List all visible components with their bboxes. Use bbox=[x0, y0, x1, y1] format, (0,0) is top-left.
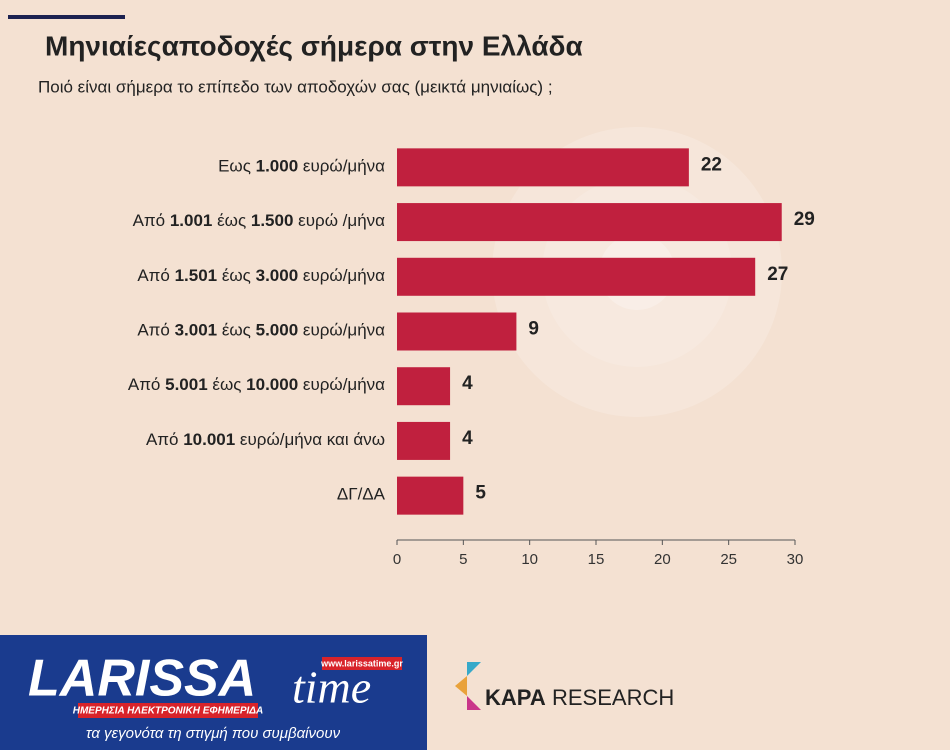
value-label: 9 bbox=[528, 319, 539, 340]
source-icon bbox=[455, 676, 467, 696]
x-tick-label: 30 bbox=[787, 551, 804, 568]
chart-subtitle: Ποιό είναι σήμερα το επίπεδο των αποδοχώ… bbox=[38, 77, 553, 96]
plot-area: 0 5 10 15 20 25 30 Εως 1.000 ευρώ/μήνα 22 Από 1.0… bbox=[128, 148, 815, 568]
bar bbox=[397, 203, 782, 242]
source-text: RESEARCH bbox=[552, 685, 674, 710]
value-label: 22 bbox=[701, 154, 722, 175]
bar bbox=[397, 421, 451, 460]
x-tick-label: 25 bbox=[720, 551, 737, 568]
value-label: 4 bbox=[462, 373, 473, 394]
y-tick-label: Από 3.001 έως 5.000 ευρώ/μήνα bbox=[137, 321, 385, 340]
chart-title: Μηνιαίεςαποδοχές σήμερα στην Ελλάδα bbox=[45, 30, 583, 61]
x-tick-label: 5 bbox=[459, 551, 467, 568]
y-tick-label: Από 1.501 έως 3.000 ευρώ/μήνα bbox=[137, 266, 385, 285]
source-icon bbox=[467, 696, 481, 710]
bar bbox=[397, 257, 756, 296]
bar bbox=[397, 312, 517, 351]
bar bbox=[397, 148, 689, 187]
value-label: 4 bbox=[462, 428, 473, 449]
value-label: 27 bbox=[767, 264, 788, 285]
y-tick-label: Από 5.001 έως 10.000 ευρώ/μήνα bbox=[128, 376, 385, 395]
url-box bbox=[322, 657, 402, 670]
logo-main: LARISSA bbox=[28, 650, 256, 708]
logo-script: time bbox=[292, 662, 371, 713]
y-tick-label: Εως 1.000 ευρώ/μήνα bbox=[218, 157, 385, 176]
title-rule bbox=[8, 15, 125, 19]
logo-tagline: ΗΜΕΡΗΣΙΑ ΗΛΕΚΤΡΟΝΙΚΗ ΕΦΗΜΕΡΙΔΑ bbox=[73, 706, 263, 717]
y-tick-label: Από 10.001 ευρώ/μήνα και άνω bbox=[146, 430, 385, 449]
x-tick-label: 0 bbox=[393, 551, 401, 568]
value-label: 29 bbox=[794, 209, 815, 230]
bar bbox=[397, 367, 451, 406]
x-tick-label: 15 bbox=[588, 551, 605, 568]
tagline-box bbox=[78, 703, 258, 718]
source-icon bbox=[467, 662, 481, 676]
bar bbox=[397, 476, 464, 515]
value-label: 5 bbox=[475, 483, 486, 504]
logo-url: www.larissatime.gr bbox=[320, 658, 403, 668]
y-tick-label: ΔΓ/ΔΑ bbox=[337, 485, 386, 504]
publisher-logo bbox=[0, 635, 427, 750]
y-tick-label: Από 1.001 έως 1.500 ευρώ /μήνα bbox=[133, 212, 386, 231]
x-tick-label: 20 bbox=[654, 551, 671, 568]
x-tick-label: 10 bbox=[521, 551, 538, 568]
source-bold: KAPA bbox=[485, 685, 546, 710]
logo-slogan: τα γεγονότα τη στιγμή που συμβαίνουν bbox=[86, 725, 341, 742]
